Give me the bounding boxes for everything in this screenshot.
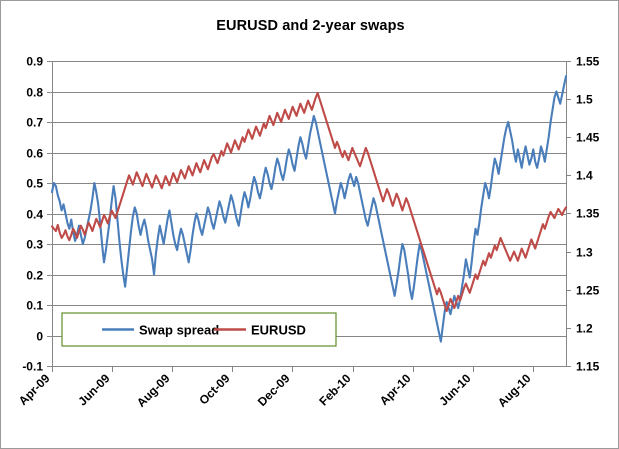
right-axis-tick-label: 1.45 bbox=[576, 131, 600, 145]
right-axis-tick-label: 1.5 bbox=[576, 93, 593, 107]
chart-title: EURUSD and 2-year swaps bbox=[216, 18, 405, 34]
x-axis-tick-label: Jun-09 bbox=[75, 371, 112, 408]
left-axis-tick-label: 0.8 bbox=[26, 86, 43, 100]
left-axis-tick-label: 0.6 bbox=[26, 147, 43, 161]
x-axis-tick-labels: Apr-09 Jun-09 Aug-09 Oct-09 Dec-09 Feb-10 Apr-… bbox=[16, 371, 534, 410]
right-axis-tick-label: 1.3 bbox=[576, 246, 593, 260]
x-axis-tick-label: Apr-09 bbox=[16, 371, 53, 408]
left-axis-tick-label: 0.3 bbox=[26, 238, 43, 252]
legend-label-swap-spread: Swap spread bbox=[139, 323, 219, 338]
left-axis-tick-label: -0.1 bbox=[22, 360, 43, 374]
left-axis-tick-labels: 0.9 0.8 0.7 0.6 0.5 0.4 0.3 0.2 0.1 0 -0.1 bbox=[22, 55, 43, 374]
x-axis-tick-label: Feb-10 bbox=[316, 371, 353, 408]
right-axis-tick-label: 1.25 bbox=[576, 284, 600, 298]
right-axis-tick-label: 1.55 bbox=[576, 55, 600, 69]
left-axis-tick-label: 0.7 bbox=[26, 116, 43, 130]
right-axis-tick-label: 1.4 bbox=[576, 169, 593, 183]
right-axis-tick-label: 1.15 bbox=[576, 360, 600, 374]
x-axis-tick-label: Aug-10 bbox=[495, 371, 534, 410]
x-axis-tick-label: Jun-10 bbox=[436, 371, 473, 408]
left-axis-tick-label: 0.4 bbox=[26, 208, 43, 222]
tick-marks-group bbox=[47, 61, 571, 372]
x-axis-tick-label: Aug-09 bbox=[134, 371, 173, 410]
left-axis-tick-label: 0.5 bbox=[26, 177, 43, 191]
x-axis-tick-label: Dec-09 bbox=[255, 371, 293, 409]
series-line-swap-spread bbox=[50, 75, 568, 343]
series-group bbox=[50, 75, 568, 343]
left-axis-tick-label: 0.2 bbox=[26, 269, 43, 283]
right-axis-tick-label: 1.2 bbox=[576, 322, 593, 336]
legend-label-eurusd: EURUSD bbox=[251, 323, 306, 338]
x-axis-tick-label: Apr-10 bbox=[377, 371, 414, 408]
series-line-eurusd bbox=[50, 91, 568, 313]
right-axis-tick-labels: 1.55 1.5 1.45 1.4 1.35 1.3 1.25 1.2 1.15 bbox=[576, 55, 600, 374]
chart-legend: Swap spread EURUSD bbox=[61, 312, 337, 347]
right-axis-tick-label: 1.35 bbox=[576, 207, 600, 221]
left-axis-tick-label: 0.9 bbox=[26, 55, 43, 69]
left-axis-tick-label: 0.1 bbox=[26, 299, 43, 313]
x-axis-tick-label: Oct-09 bbox=[196, 371, 233, 408]
left-axis-tick-label: 0 bbox=[36, 330, 43, 344]
